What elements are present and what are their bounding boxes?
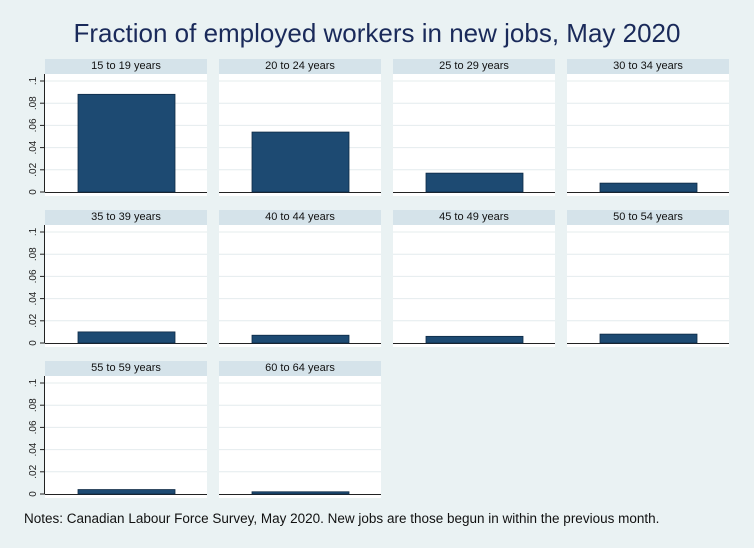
panel-15-to-19-years: 15 to 19 years (45, 59, 207, 196)
plot-area (393, 225, 555, 347)
plot-area (45, 225, 207, 347)
chart-title: Fraction of employed workers in new jobs… (73, 18, 681, 48)
plot-svg (219, 382, 381, 495)
y-axis-svg: 0 .02 .04 .06 .08 .1 (28, 225, 45, 346)
plot-svg (393, 80, 555, 193)
y-tick-label: .02 (28, 313, 39, 327)
plot-area (45, 74, 207, 196)
y-tick-label: .04 (28, 291, 39, 305)
y-axis-svg: 0 .02 .04 .06 .08 .1 (28, 74, 45, 195)
bar (251, 131, 350, 193)
panel-50-to-54-years: 50 to 54 years (567, 210, 729, 347)
plot-area (45, 376, 207, 498)
y-axis-svg: 0 .02 .04 .06 .08 .1 (28, 376, 45, 497)
y-tick-label: .06 (28, 269, 39, 283)
panel-label: 25 to 29 years (393, 59, 555, 74)
panel-40-to-44-years: 40 to 44 years (219, 210, 381, 347)
y-tick-label: .06 (28, 118, 39, 132)
plot-area (567, 74, 729, 196)
y-tick-label: .08 (28, 398, 39, 412)
y-tick-label: .1 (28, 227, 39, 236)
bar (425, 172, 524, 193)
panel-30-to-34-years: 30 to 34 years (567, 59, 729, 196)
panel-55-to-59-years: 55 to 59 years (45, 361, 207, 498)
panel-label: 35 to 39 years (45, 210, 207, 225)
plot-svg (567, 231, 729, 344)
y-tick-label: .04 (28, 442, 39, 456)
plot-svg (567, 80, 729, 193)
y-tick-label: .08 (28, 96, 39, 110)
panel-60-to-64-years: 60 to 64 years (219, 361, 381, 498)
plot-area (219, 225, 381, 347)
panel-label: 45 to 49 years (393, 210, 555, 225)
y-tick-label: .02 (28, 464, 39, 478)
plot-svg (45, 231, 207, 344)
bar (425, 335, 524, 344)
plot-area (567, 225, 729, 347)
plot-area (393, 74, 555, 196)
y-tick-label: .04 (28, 140, 39, 154)
y-tick-label: 0 (28, 491, 39, 497)
y-tick-label: .1 (28, 378, 39, 387)
plot-svg (45, 382, 207, 495)
plot-area (219, 74, 381, 196)
panel-label: 15 to 19 years (45, 59, 207, 74)
panel-label: 30 to 34 years (567, 59, 729, 74)
bar (77, 93, 176, 193)
panel-label: 55 to 59 years (45, 361, 207, 376)
panel-45-to-49-years: 45 to 49 years (393, 210, 555, 347)
panel-20-to-24-years: 20 to 24 years (219, 59, 381, 196)
bar (77, 331, 176, 344)
panel-25-to-29-years: 25 to 29 years (393, 59, 555, 196)
y-tick-label: .1 (28, 76, 39, 85)
bar (599, 182, 698, 193)
panel-35-to-39-years: 35 to 39 years (45, 210, 207, 347)
bar (599, 333, 698, 344)
y-axis: 0 .02 .04 .06 .08 .1 (0, 74, 45, 196)
y-tick-label: 0 (28, 340, 39, 346)
panel-label: 40 to 44 years (219, 210, 381, 225)
bar (77, 489, 176, 495)
plot-area (219, 376, 381, 498)
bar (251, 491, 350, 495)
y-tick-label: .06 (28, 420, 39, 434)
plot-svg (219, 80, 381, 193)
y-axis: 0 .02 .04 .06 .08 .1 (0, 225, 45, 347)
panel-label: 20 to 24 years (219, 59, 381, 74)
y-tick-label: .08 (28, 247, 39, 261)
notes: Notes: Canadian Labour Force Survey, May… (24, 511, 660, 526)
bar (251, 334, 350, 344)
plot-svg (219, 231, 381, 344)
panel-label: 60 to 64 years (219, 361, 381, 376)
plot-svg (45, 80, 207, 193)
panel-label: 50 to 54 years (567, 210, 729, 225)
y-tick-label: .02 (28, 162, 39, 176)
plot-svg (393, 231, 555, 344)
y-tick-label: 0 (28, 189, 39, 195)
y-axis: 0 .02 .04 .06 .08 .1 (0, 376, 45, 498)
